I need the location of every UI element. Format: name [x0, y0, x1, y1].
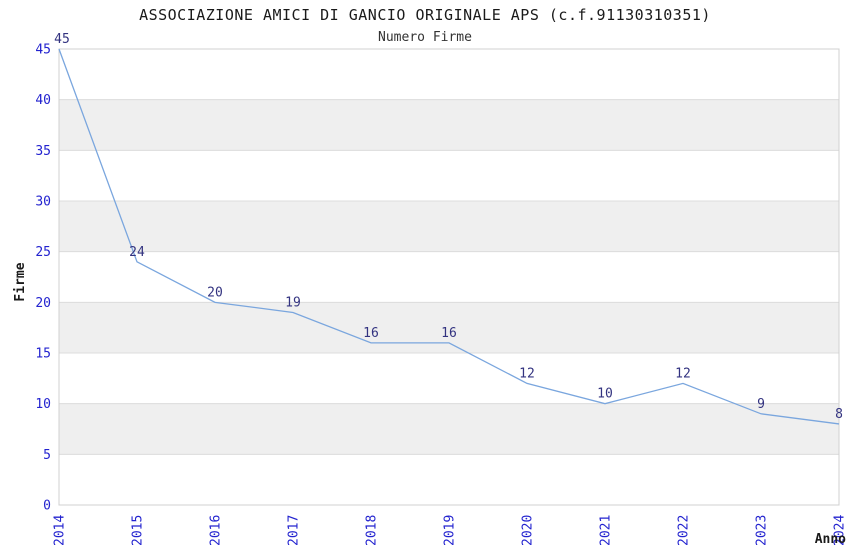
x-axis-title: Anno — [815, 532, 846, 547]
y-axis-title: Firme — [13, 262, 28, 301]
data-point-label: 16 — [441, 326, 457, 341]
y-tick-label: 5 — [43, 448, 51, 463]
plot-band — [59, 99, 839, 151]
data-point-label: 12 — [519, 366, 535, 381]
data-point-label: 24 — [129, 245, 145, 260]
x-tick-label: 2017 — [287, 515, 302, 546]
x-tick-label: 2022 — [677, 515, 692, 546]
y-tick-label: 10 — [35, 397, 51, 412]
y-tick-label: 20 — [35, 296, 51, 311]
x-tick-label: 2016 — [209, 515, 224, 546]
chart-subtitle: Numero Firme — [378, 30, 472, 45]
y-tick-label: 30 — [35, 195, 51, 210]
y-tick-label: 40 — [35, 93, 51, 108]
plot-border — [58, 48, 840, 506]
plot-band — [59, 201, 839, 252]
chart-title: ASSOCIAZIONE AMICI DI GANCIO ORIGINALE A… — [139, 6, 711, 24]
x-tick-label: 2015 — [131, 515, 146, 546]
x-tick-label: 2014 — [53, 515, 68, 546]
data-point-label: 8 — [835, 407, 843, 422]
x-tick-label: 2023 — [755, 515, 770, 546]
x-tick-label: 2018 — [365, 515, 380, 546]
plot-band — [59, 302, 839, 353]
y-tick-label: 0 — [43, 499, 51, 514]
x-tick-label: 2020 — [521, 515, 536, 546]
x-tick-label: 2019 — [443, 515, 458, 546]
series-line — [58, 48, 840, 425]
data-point-label: 20 — [207, 285, 223, 300]
y-tick-label: 35 — [35, 144, 51, 159]
data-point-label: 10 — [597, 387, 613, 402]
data-point-label: 9 — [757, 397, 765, 412]
x-tick-label: 2021 — [599, 515, 614, 546]
data-point-label: 45 — [54, 32, 70, 47]
data-point-label: 16 — [363, 326, 379, 341]
plot-band — [59, 403, 839, 455]
x-tick-label: 2024 — [833, 515, 848, 546]
y-tick-label: 15 — [35, 347, 51, 362]
y-tick-label: 25 — [35, 245, 51, 260]
data-point-label: 19 — [285, 295, 301, 310]
data-point-label: 12 — [675, 366, 691, 381]
y-tick-label: 45 — [35, 43, 51, 58]
